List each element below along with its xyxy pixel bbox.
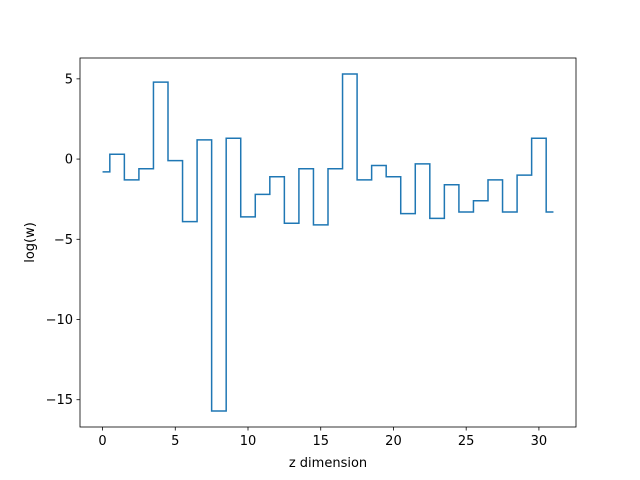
y-tick-label: 5 xyxy=(65,72,73,87)
x-tick-label: 0 xyxy=(98,434,106,449)
y-axis-ticks: 5 0 −5 −10 −15 xyxy=(46,72,80,408)
axes-frame xyxy=(79,57,577,428)
y-tick-label: −5 xyxy=(54,233,73,248)
y-axis-label: log(w) xyxy=(23,222,38,263)
y-tick-label: −15 xyxy=(46,393,73,408)
x-tick-label: 30 xyxy=(531,434,548,449)
y-tick-label: −10 xyxy=(46,313,73,328)
x-axis-label: z dimension xyxy=(289,456,367,471)
y-tick-label: 0 xyxy=(65,153,73,168)
x-tick-label: 5 xyxy=(171,434,179,449)
series-step-line xyxy=(102,73,554,412)
x-axis-ticks: 0 5 10 15 20 25 30 xyxy=(98,427,547,449)
x-tick-label: 15 xyxy=(312,434,329,449)
x-tick-label: 25 xyxy=(458,434,475,449)
x-tick-label: 20 xyxy=(385,434,402,449)
x-tick-label: 10 xyxy=(240,434,257,449)
plot-area xyxy=(79,57,577,428)
